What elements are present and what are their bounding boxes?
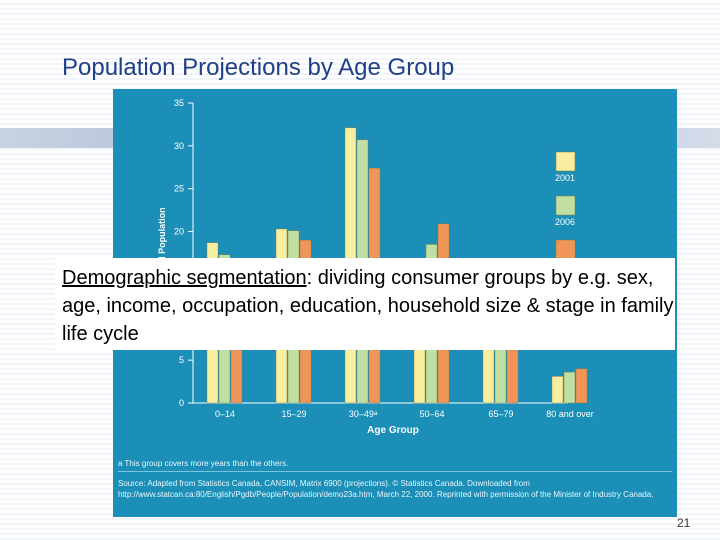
definition-text: : dividing consumer groups by e.g. sex, … [62,267,674,345]
bar-2001 [551,376,564,404]
legend-swatch-2001 [555,151,576,172]
legend-swatch-2006 [555,195,576,216]
y-tick-label: 25 [174,184,184,194]
chart-source: Source: Adapted from Statistics Canada, … [118,471,672,500]
x-tick-label: 30–49ᵃ [349,409,378,419]
slide-title: Population Projections by Age Group [62,54,455,81]
bar-2011 [575,368,588,404]
x-tick-label: 50–64 [419,409,444,419]
y-axis-title: % of Total Population [157,207,167,298]
x-tick-label: 15–29 [281,409,306,419]
y-tick-label: 0 [179,398,184,408]
x-tick-label: 80 and over [546,409,594,419]
chart-footnote: a This group covers more years than the … [118,459,289,468]
y-tick-label: 20 [174,227,184,237]
definition-box: Demographic segmentation: dividing consu… [55,258,675,350]
page-number: 21 [677,516,691,530]
y-tick-label: 5 [179,355,184,365]
x-axis-title: Age Group [367,425,419,436]
legend-label-2006: 2006 [555,217,575,227]
x-tick-label: 0–14 [215,409,235,419]
definition-term: Demographic segmentation [62,267,307,289]
y-tick-label: 30 [174,141,184,151]
x-tick-label: 65–79 [488,409,513,419]
legend-label-2001: 2001 [555,173,575,183]
y-tick-label: 35 [174,98,184,108]
legend-swatch-2011 [555,239,576,260]
bar-2006 [563,371,576,404]
